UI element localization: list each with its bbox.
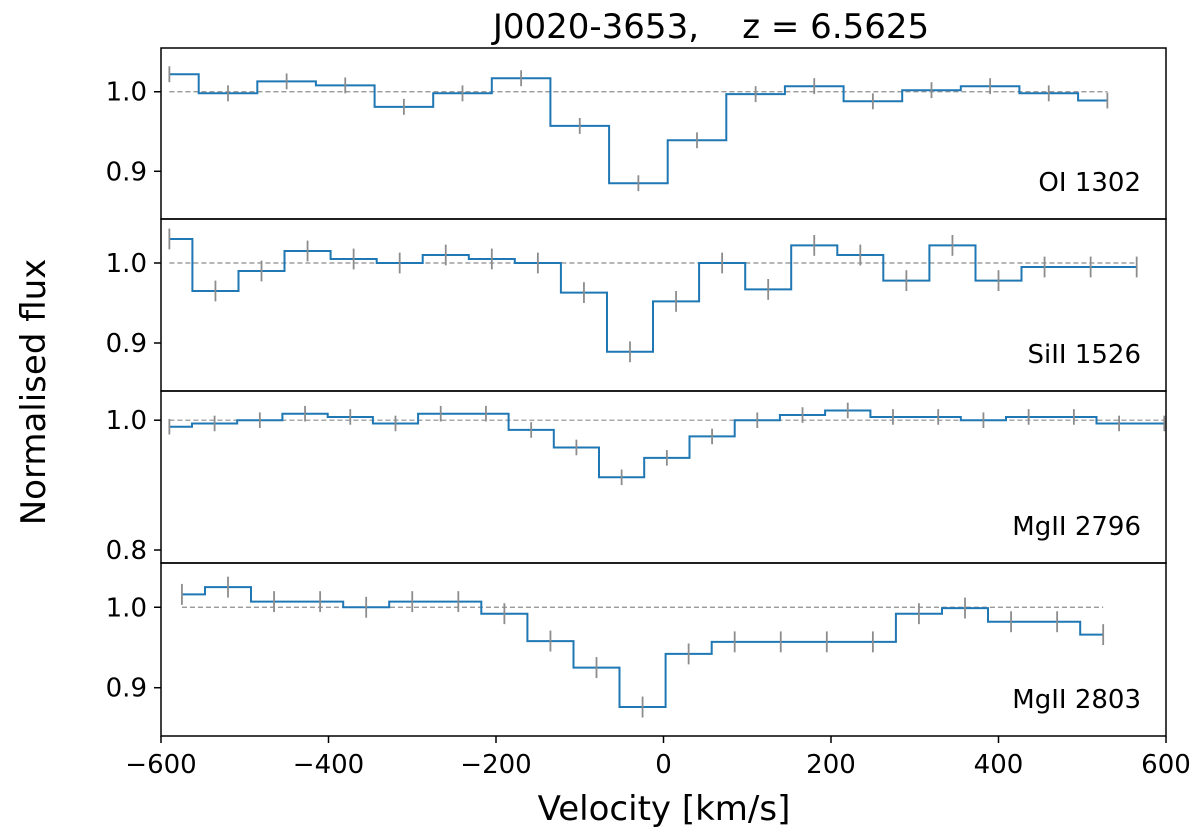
- panel-1: 0.9 1.0 SiII 1526: [106, 218, 1167, 392]
- panel-2: 0.8 1.0 MgII 2796: [106, 390, 1167, 566]
- x-tick-label: −200: [460, 750, 531, 780]
- y-tick-label: 0.8: [106, 536, 147, 566]
- x-axis: −600 −400 −200 0 200 400 600: [125, 736, 1191, 780]
- panel-line-label: MgII 2803: [1012, 685, 1141, 715]
- panel-3: 0.9 1.0 MgII 2803: [106, 562, 1167, 737]
- panel-0: 0.9 1.0 OI 1302: [106, 47, 1167, 220]
- panel-frame: [160, 47, 1167, 220]
- panels-layer: 0.9 1.0 OI 1302 0.9 1.0 SiII 1526 0.8 1.0 MgII 2…: [106, 47, 1167, 737]
- y-tick-label: 1.0: [106, 593, 147, 623]
- spectrum-step-line: [169, 73, 1108, 185]
- spectrum-step-line: [181, 586, 1104, 708]
- panel-line-label: OI 1302: [1038, 168, 1141, 198]
- y-tick-label: 1.0: [106, 249, 147, 279]
- y-tick-label: 0.9: [106, 329, 147, 359]
- x-tick-label: 600: [1141, 750, 1191, 780]
- panel-line-label: SiII 1526: [1028, 340, 1142, 370]
- y-tick-label: 1.0: [106, 78, 147, 108]
- spectrum-step-line: [169, 409, 1165, 479]
- y-tick-label: 0.9: [106, 674, 147, 704]
- panel-line-label: MgII 2796: [1012, 512, 1141, 542]
- x-axis-label: Velocity [km/s]: [538, 789, 791, 829]
- spectrum-step-line: [169, 238, 1137, 353]
- x-tick-label: −600: [125, 750, 196, 780]
- x-tick-label: 400: [974, 750, 1024, 780]
- y-tick-label: 1.0: [106, 406, 147, 436]
- x-tick-label: 200: [806, 750, 856, 780]
- x-tick-label: 0: [655, 750, 672, 780]
- chart-title: J0020-3653, z = 6.5625: [491, 7, 929, 47]
- x-tick-label: −400: [293, 750, 364, 780]
- y-axis-label: Normalised flux: [14, 259, 54, 526]
- y-tick-label: 0.9: [106, 157, 147, 187]
- panel-frame: [160, 218, 1167, 392]
